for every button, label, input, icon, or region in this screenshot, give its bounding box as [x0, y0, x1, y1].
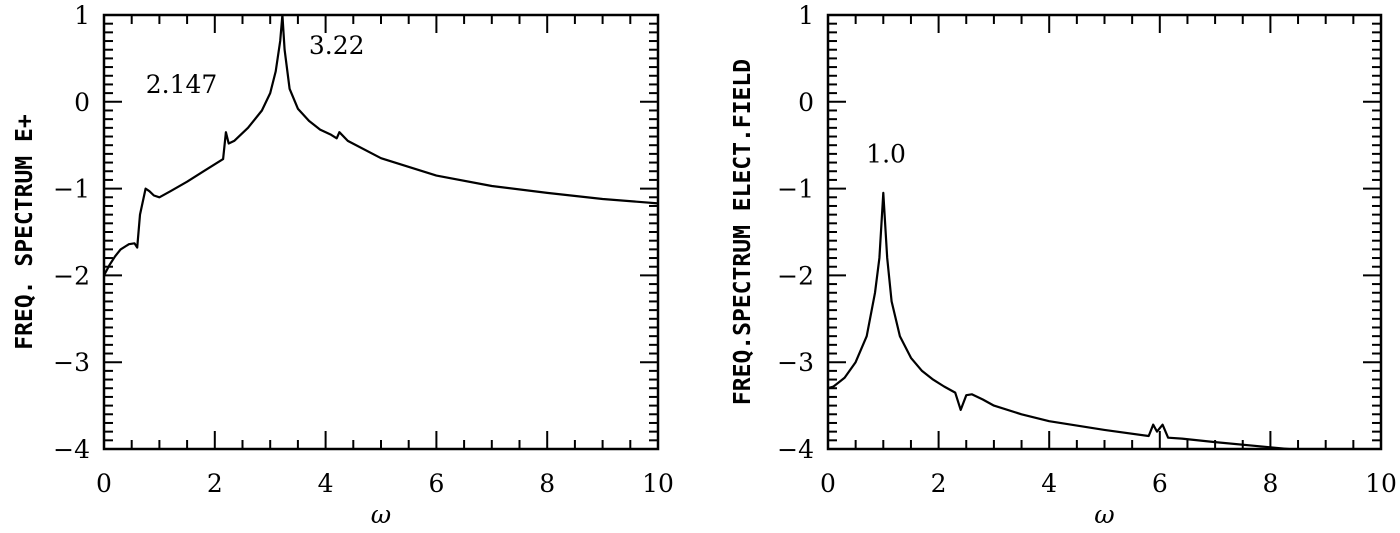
x-tick-label: 8: [1262, 469, 1278, 498]
spectrum-line: [104, 15, 658, 276]
y-tick-label: 1: [74, 1, 90, 30]
peak-annotation: 3.22: [309, 31, 365, 60]
y-tick-label: −4: [777, 435, 814, 464]
spectrum-line: [828, 191, 1301, 449]
y-tick-label: −4: [53, 435, 90, 464]
y-tick-label: 1: [798, 1, 814, 30]
x-axis-label: ω: [1094, 500, 1114, 529]
x-tick-label: 6: [1152, 469, 1168, 498]
x-tick-label: 10: [642, 469, 674, 498]
x-axis-label: ω: [371, 500, 391, 529]
y-tick-label: −2: [53, 261, 90, 290]
peak-annotation: 2.147: [146, 70, 218, 99]
y-axis-label: FREQ.SPECTRUM ELECT.FIELD: [730, 59, 756, 405]
peak-annotation: 1.0: [866, 140, 906, 169]
x-tick-label: 4: [1041, 469, 1057, 498]
x-tick-label: 2: [207, 469, 223, 498]
x-tick-label: 0: [96, 469, 112, 498]
y-tick-label: 0: [74, 88, 90, 117]
y-tick-label: 0: [798, 88, 814, 117]
x-tick-label: 4: [318, 469, 334, 498]
y-tick-label: −2: [777, 261, 814, 290]
x-tick-label: 8: [539, 469, 555, 498]
y-axis-label: FREQ. SPECTRUM E+: [12, 114, 38, 350]
x-tick-label: 6: [428, 469, 444, 498]
x-tick-label: 2: [931, 469, 947, 498]
y-tick-label: −1: [777, 175, 814, 204]
y-tick-label: −3: [53, 348, 90, 377]
plot-frame: [826, 13, 1383, 451]
x-tick-label: 0: [820, 469, 836, 498]
y-tick-label: −1: [53, 175, 90, 204]
y-tick-label: −3: [777, 348, 814, 377]
x-tick-label: 10: [1365, 469, 1397, 498]
